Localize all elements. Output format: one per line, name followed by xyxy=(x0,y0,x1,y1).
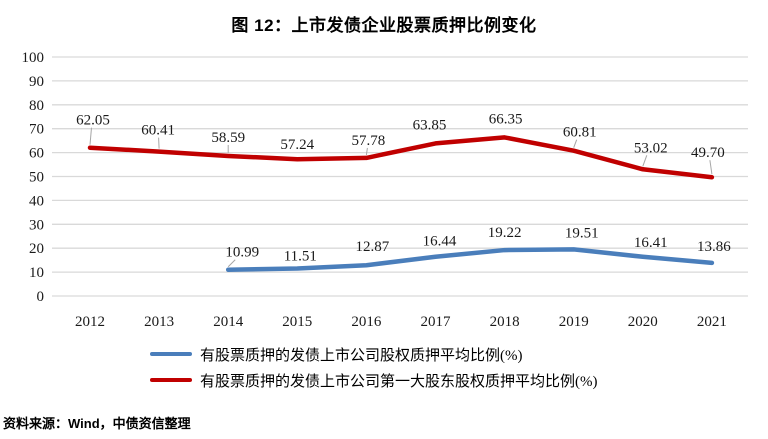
y-axis-tick-label: 90 xyxy=(29,74,44,90)
data-point-label: 60.41 xyxy=(141,123,175,139)
data-point-label: 63.85 xyxy=(413,117,447,133)
x-axis-tick-label: 2012 xyxy=(75,314,105,330)
legend-item-avg-pledge-ratio: 有股票质押的发债上市公司股权质押平均比例(%) xyxy=(150,341,598,367)
series-line xyxy=(87,135,715,180)
x-axis-tick-label: 2014 xyxy=(213,314,244,330)
y-axis-tick-label: 100 xyxy=(22,50,45,66)
x-axis-tick-label: 2020 xyxy=(628,314,658,330)
y-axis-tick-label: 0 xyxy=(37,289,45,305)
data-point-label: 57.78 xyxy=(352,133,386,149)
data-point-label: 58.59 xyxy=(211,130,245,146)
chart-title: 图 12：上市发债企业股票质押比例变化 xyxy=(231,16,537,35)
label-leader-line xyxy=(573,139,578,148)
data-point-label: 11.51 xyxy=(284,248,317,264)
legend-label: 有股票质押的发债上市公司第一大股东股权质押平均比例(%) xyxy=(200,373,598,390)
series-line xyxy=(225,247,715,272)
x-axis-tick-label: 2021 xyxy=(697,314,727,330)
data-point-label: 66.35 xyxy=(489,111,523,127)
y-axis-tick-label: 20 xyxy=(29,241,44,257)
label-leader-line xyxy=(89,127,92,145)
label-leader-line xyxy=(227,259,236,268)
chart-legend: 有股票质押的发债上市公司股权质押平均比例(%) 有股票质押的发债上市公司第一大股… xyxy=(150,341,598,393)
legend-item-largest-shareholder-pledge-ratio: 有股票质押的发债上市公司第一大股东股权质押平均比例(%) xyxy=(150,367,598,393)
y-axis-tick-label: 50 xyxy=(29,170,44,186)
data-point-label: 16.44 xyxy=(423,234,457,250)
data-source-note: 资料来源：Wind，中债资信整理 xyxy=(3,416,191,431)
x-axis-tick-label: 2018 xyxy=(490,314,520,330)
legend-label: 有股票质押的发债上市公司股权质押平均比例(%) xyxy=(200,347,523,364)
blue-line-swatch-icon xyxy=(150,351,192,357)
x-axis-tick-label: 2017 xyxy=(421,314,452,330)
y-axis-tick-label: 40 xyxy=(29,193,44,209)
data-point-label: 62.05 xyxy=(76,113,110,129)
y-axis-tick-label: 80 xyxy=(29,98,44,114)
red-line-swatch-icon xyxy=(150,377,192,383)
label-leader-line xyxy=(709,160,713,175)
x-axis-tick-label: 2013 xyxy=(144,314,174,330)
x-axis-tick-label: 2019 xyxy=(559,314,589,330)
data-point-label: 19.22 xyxy=(488,225,522,241)
data-point-label: 57.24 xyxy=(280,137,314,153)
label-leader-line xyxy=(642,155,648,167)
stock-pledge-ratio-line-chart: 0 10 20 30 40 50 60 70 80 90 100 2012 2013 2014 2015 20… xyxy=(22,50,748,330)
label-leader-line xyxy=(365,147,368,155)
data-point-label: 53.02 xyxy=(634,140,668,156)
data-point-label: 13.86 xyxy=(697,239,731,255)
x-axis-tick-label: 2016 xyxy=(351,314,382,330)
data-point-label: 49.70 xyxy=(691,145,725,161)
x-axis-tick-label: 2015 xyxy=(282,314,312,330)
label-leader-line xyxy=(158,137,160,149)
data-point-label: 10.99 xyxy=(225,245,259,261)
y-axis-tick-label: 30 xyxy=(29,217,44,233)
y-axis-tick-label: 60 xyxy=(29,146,44,162)
data-point-label: 19.51 xyxy=(565,225,599,241)
data-point-label: 12.87 xyxy=(356,239,390,255)
data-point-label: 60.81 xyxy=(563,125,597,141)
y-axis-tick-label: 10 xyxy=(29,265,44,281)
y-axis-tick-label: 70 xyxy=(29,122,44,138)
data-point-label: 16.41 xyxy=(634,235,668,251)
